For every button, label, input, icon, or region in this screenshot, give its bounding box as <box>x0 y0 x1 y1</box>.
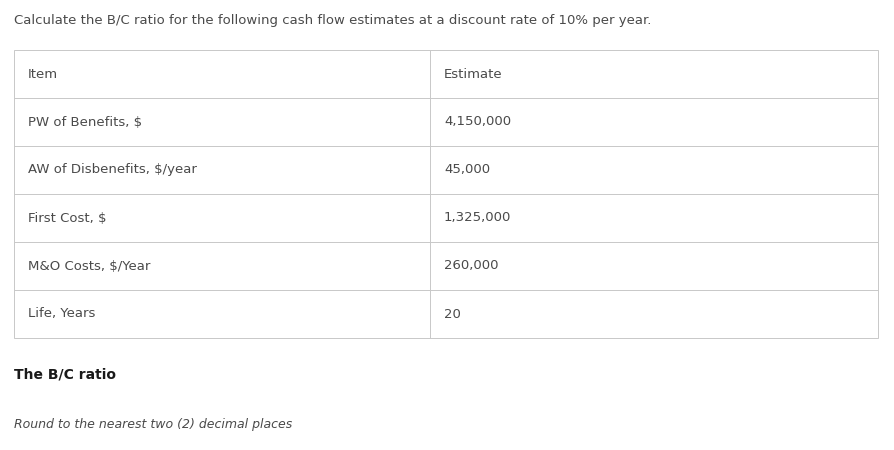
Text: 45,000: 45,000 <box>444 163 490 176</box>
Text: The B/C ratio: The B/C ratio <box>14 368 116 382</box>
Bar <box>14 50 878 338</box>
Text: Life, Years: Life, Years <box>28 307 96 320</box>
Text: 1,325,000: 1,325,000 <box>444 212 511 225</box>
Text: Calculate the B/C ratio for the following cash flow estimates at a discount rate: Calculate the B/C ratio for the followin… <box>14 14 652 27</box>
Text: 260,000: 260,000 <box>444 260 499 273</box>
Text: AW of Disbenefits, $/year: AW of Disbenefits, $/year <box>28 163 197 176</box>
Text: First Cost, $: First Cost, $ <box>28 212 106 225</box>
Text: 20: 20 <box>444 307 461 320</box>
Text: Item: Item <box>28 68 58 81</box>
Text: PW of Benefits, $: PW of Benefits, $ <box>28 116 142 129</box>
Text: 4,150,000: 4,150,000 <box>444 116 511 129</box>
Text: M&O Costs, $/Year: M&O Costs, $/Year <box>28 260 150 273</box>
Text: Round to the nearest two (2) decimal places: Round to the nearest two (2) decimal pla… <box>14 418 292 431</box>
Text: Estimate: Estimate <box>444 68 502 81</box>
